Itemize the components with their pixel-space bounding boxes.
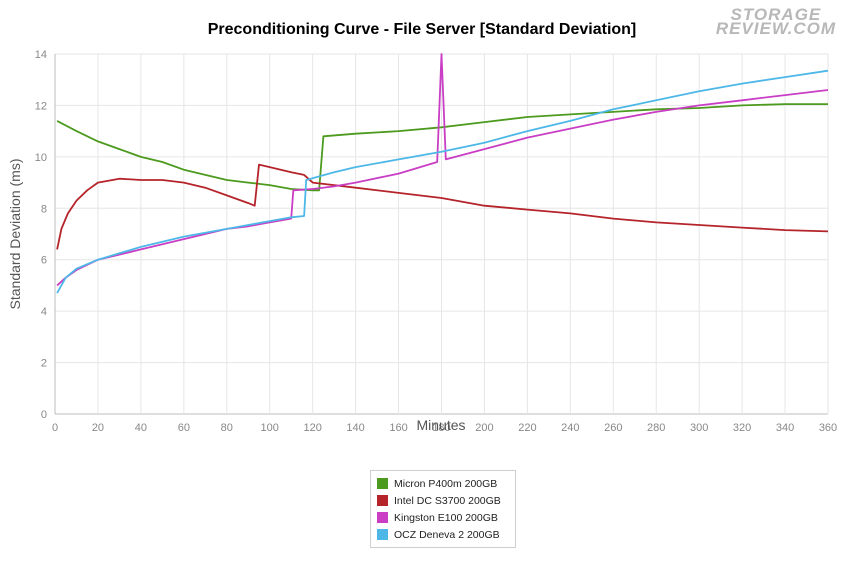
x-tick-label: 140 [346, 422, 364, 434]
y-axis-label: Standard Deviation (ms) [7, 159, 23, 310]
legend-swatch [377, 512, 388, 523]
series-line-ocz-deneva-2-200gb [56, 69, 829, 294]
y-tick-label: 12 [35, 100, 47, 112]
series-line-kingston-e100-200gb [56, 53, 829, 287]
x-axis-label: Minutes [416, 417, 465, 433]
legend-label: Kingston E100 200GB [394, 511, 498, 524]
grid [54, 53, 829, 415]
x-tick-label: 240 [561, 422, 579, 434]
legend-label: Intel DC S3700 200GB [394, 494, 501, 507]
y-tick-label: 4 [41, 306, 47, 318]
x-tick-label: 360 [819, 422, 837, 434]
x-tick-label: 40 [135, 422, 147, 434]
legend-item[interactable]: Micron P400m 200GB [377, 475, 509, 492]
series-line-intel-dc-s3700-200gb [56, 163, 829, 250]
x-tick-label: 280 [647, 422, 665, 434]
x-tick-label: 60 [178, 422, 190, 434]
legend-label: Micron P400m 200GB [394, 477, 498, 490]
legend: Micron P400m 200GB Intel DC S3700 200GB Ki… [370, 470, 516, 548]
x-tick-label: 200 [475, 422, 493, 434]
legend-swatch [377, 495, 388, 506]
y-tick-label: 8 [41, 203, 47, 215]
y-tick-label: 6 [41, 255, 47, 267]
legend-swatch [377, 529, 388, 540]
x-tick-label: 220 [518, 422, 536, 434]
logo-line-2: REVIEW.COM [715, 19, 836, 38]
logo-line-1: STORAGE [730, 5, 822, 24]
series-layer [56, 53, 829, 294]
x-tick-label: 0 [52, 422, 58, 434]
x-tick-label: 180 [432, 422, 450, 434]
chart-title: Preconditioning Curve - File Server [Sta… [208, 21, 637, 38]
legend-item[interactable]: OCZ Deneva 2 200GB [377, 526, 509, 543]
y-tick-label: 0 [41, 409, 47, 421]
y-tick-label: 10 [35, 152, 47, 164]
x-tick-label: 340 [776, 422, 794, 434]
legend-label: OCZ Deneva 2 200GB [394, 528, 500, 541]
legend-swatch [377, 478, 388, 489]
storagereview-logo: STORAGE REVIEW.COM [715, 5, 836, 38]
legend-item[interactable]: Intel DC S3700 200GB [377, 492, 509, 509]
y-tick-label: 2 [41, 358, 47, 370]
x-axis-ticks: 0 20 40 60 80 100 120 140 160 180 200 220 240 260 280 3… [52, 422, 837, 434]
x-tick-label: 300 [690, 422, 708, 434]
legend-item[interactable]: Kingston E100 200GB [377, 509, 509, 526]
x-tick-label: 160 [389, 422, 407, 434]
x-tick-label: 320 [733, 422, 751, 434]
x-tick-label: 80 [221, 422, 233, 434]
x-tick-label: 260 [604, 422, 622, 434]
x-tick-label: 20 [92, 422, 104, 434]
x-tick-label: 120 [303, 422, 321, 434]
y-tick-label: 14 [35, 49, 47, 61]
y-axis-ticks: 0 2 4 6 8 10 12 14 [35, 49, 47, 421]
series-line-micron-p400m-200gb [56, 103, 828, 192]
x-tick-label: 100 [261, 422, 279, 434]
